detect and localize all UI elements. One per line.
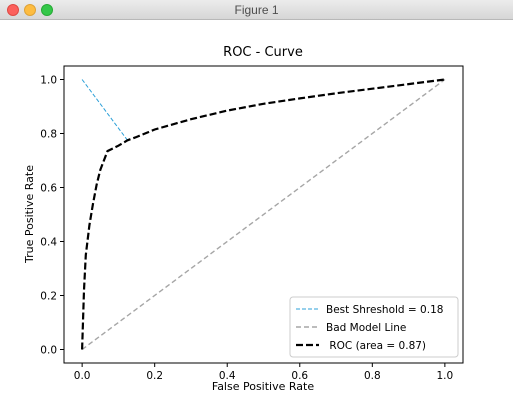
y-tick-label: 0.8 (40, 129, 57, 141)
y-axis-label: True Positive Rate (23, 165, 36, 264)
series-line-2 (81, 78, 446, 350)
y-tick-label: 0.6 (40, 183, 57, 195)
x-tick-label: 1.0 (437, 370, 454, 382)
x-tick-label: 0.8 (364, 370, 381, 382)
y-tick-label: 0.0 (40, 345, 57, 357)
legend-box (289, 296, 459, 358)
figure-canvas: ROC - Curve 0.0 0.2 0.4 0.6 0.8 1.0 0.0 0.2 0.4… (0, 20, 513, 402)
zoom-window-button[interactable] (41, 4, 53, 16)
legend: Best Shreshold = 0.18 Bad Model Line ROC … (289, 296, 459, 358)
x-tick-label: 0.4 (219, 370, 236, 382)
y-tick-label: 0.4 (40, 237, 57, 249)
minimize-window-button[interactable] (24, 4, 36, 16)
legend-label-0: Best Shreshold = 0.18 (326, 304, 443, 316)
close-window-button[interactable] (7, 4, 19, 16)
chart-title: ROC - Curve (223, 45, 303, 60)
x-axis-label: False Positive Rate (212, 380, 314, 393)
series-line-1 (81, 78, 446, 351)
y-tick-label: 0.2 (40, 291, 57, 303)
window-title: Figure 1 (234, 3, 279, 17)
x-tick-label: 0.2 (146, 370, 163, 382)
roc-chart: ROC - Curve 0.0 0.2 0.4 0.6 0.8 1.0 0.0 0.2 0.4… (23, 45, 464, 393)
legend-label-1: Bad Model Line (326, 322, 406, 334)
legend-label-2: ROC (area = 0.87) (326, 340, 426, 352)
series-line-0 (81, 79, 128, 141)
x-tick-label: 0.6 (291, 370, 308, 382)
x-tick-label: 0.0 (74, 370, 91, 382)
plot-area-frame (63, 65, 464, 364)
title-bar[interactable]: Figure 1 (0, 0, 513, 20)
y-tick-label: 1.0 (40, 75, 57, 87)
